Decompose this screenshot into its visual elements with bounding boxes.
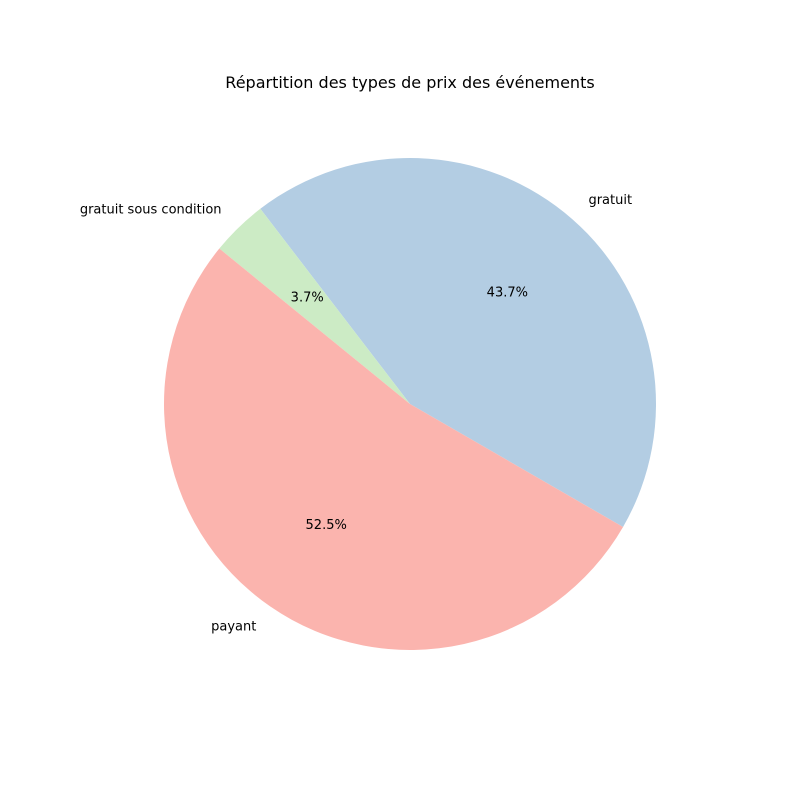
slice-label: payant (211, 619, 256, 634)
chart-title: Répartition des types de prix des événem… (225, 73, 594, 92)
pie-labels: gratuit 43.7% gratuit sous condition 3.7% pa… (80, 193, 632, 634)
slice-percentage-label: 52.5% (306, 518, 347, 533)
slice-percentage-label: 3.7% (291, 291, 324, 306)
slice-label: gratuit (588, 193, 632, 208)
pie-slice-gratuit (260, 157, 656, 527)
pie-slices (163, 157, 656, 651)
pie-slice-payant (163, 248, 624, 651)
pie-slice-gratuit-sous-condition (219, 208, 410, 404)
slice-percentage-label: 43.7% (487, 286, 528, 301)
slice-label: gratuit sous condition (80, 202, 222, 217)
